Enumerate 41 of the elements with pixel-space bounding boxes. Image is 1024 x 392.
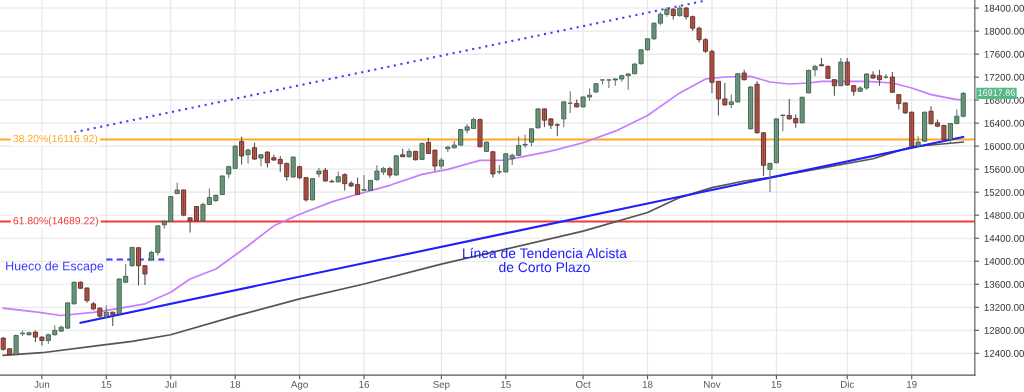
x-tick-label: Ago [290,381,308,390]
y-tick-label: 14400.00 [984,234,1024,242]
y-tick-label: 18400.00 [984,4,1024,12]
ref-line-label: 38.20%(16116.92) [13,134,98,145]
candlestick [387,166,393,179]
candlestick [806,69,812,94]
annotation: Hueco de Escape [6,261,104,273]
y-tick-label: 12800.00 [984,327,1024,334]
x-tick-label: 15 [101,381,112,388]
x-tick-label: Sep [433,380,450,390]
candlestick [258,153,264,167]
candlestick [290,155,296,179]
y-tick-label: 12400.00 [984,350,1024,357]
x-tick-label: 18 [230,380,241,388]
x-tick-label: Jul [164,380,177,388]
candlestick [741,69,747,82]
ref-line-label: 61.80%(14689.22) [13,216,98,227]
candlestick [799,96,805,124]
y-tick-label: 15600.00 [984,165,1024,173]
x-tick-label: Dic [841,380,855,388]
x-tick-label: Nov [704,381,721,388]
y-tick-label: 14000.00 [984,257,1024,265]
y-tick-label: 15200.00 [984,188,1024,196]
y-tick-label: 17600.00 [984,50,1024,58]
y-tick-label: 14800.00 [984,211,1024,219]
x-tick-label: Oct [576,380,591,388]
y-tick-label: 16400.00 [984,119,1024,127]
y-tick-label: 18000.00 [984,27,1024,35]
y-tick-label: 16000.00 [984,142,1024,150]
candlestick [838,57,844,87]
x-tick-label: 19 [907,380,917,388]
text: 16917.86 [978,89,1015,96]
y-tick-label: 13600.00 [984,280,1024,288]
x-tick-label: 18 [642,380,653,388]
x-tick-label: 15 [771,381,782,388]
x-tick-label: 16 [359,380,370,388]
x-tick-label: Jun [34,381,50,388]
y-tick-label: 17200.00 [984,73,1024,81]
candlestick [316,167,322,178]
x-tick-label: 15 [501,381,511,388]
y-tick-label: 13200.00 [984,303,1024,311]
